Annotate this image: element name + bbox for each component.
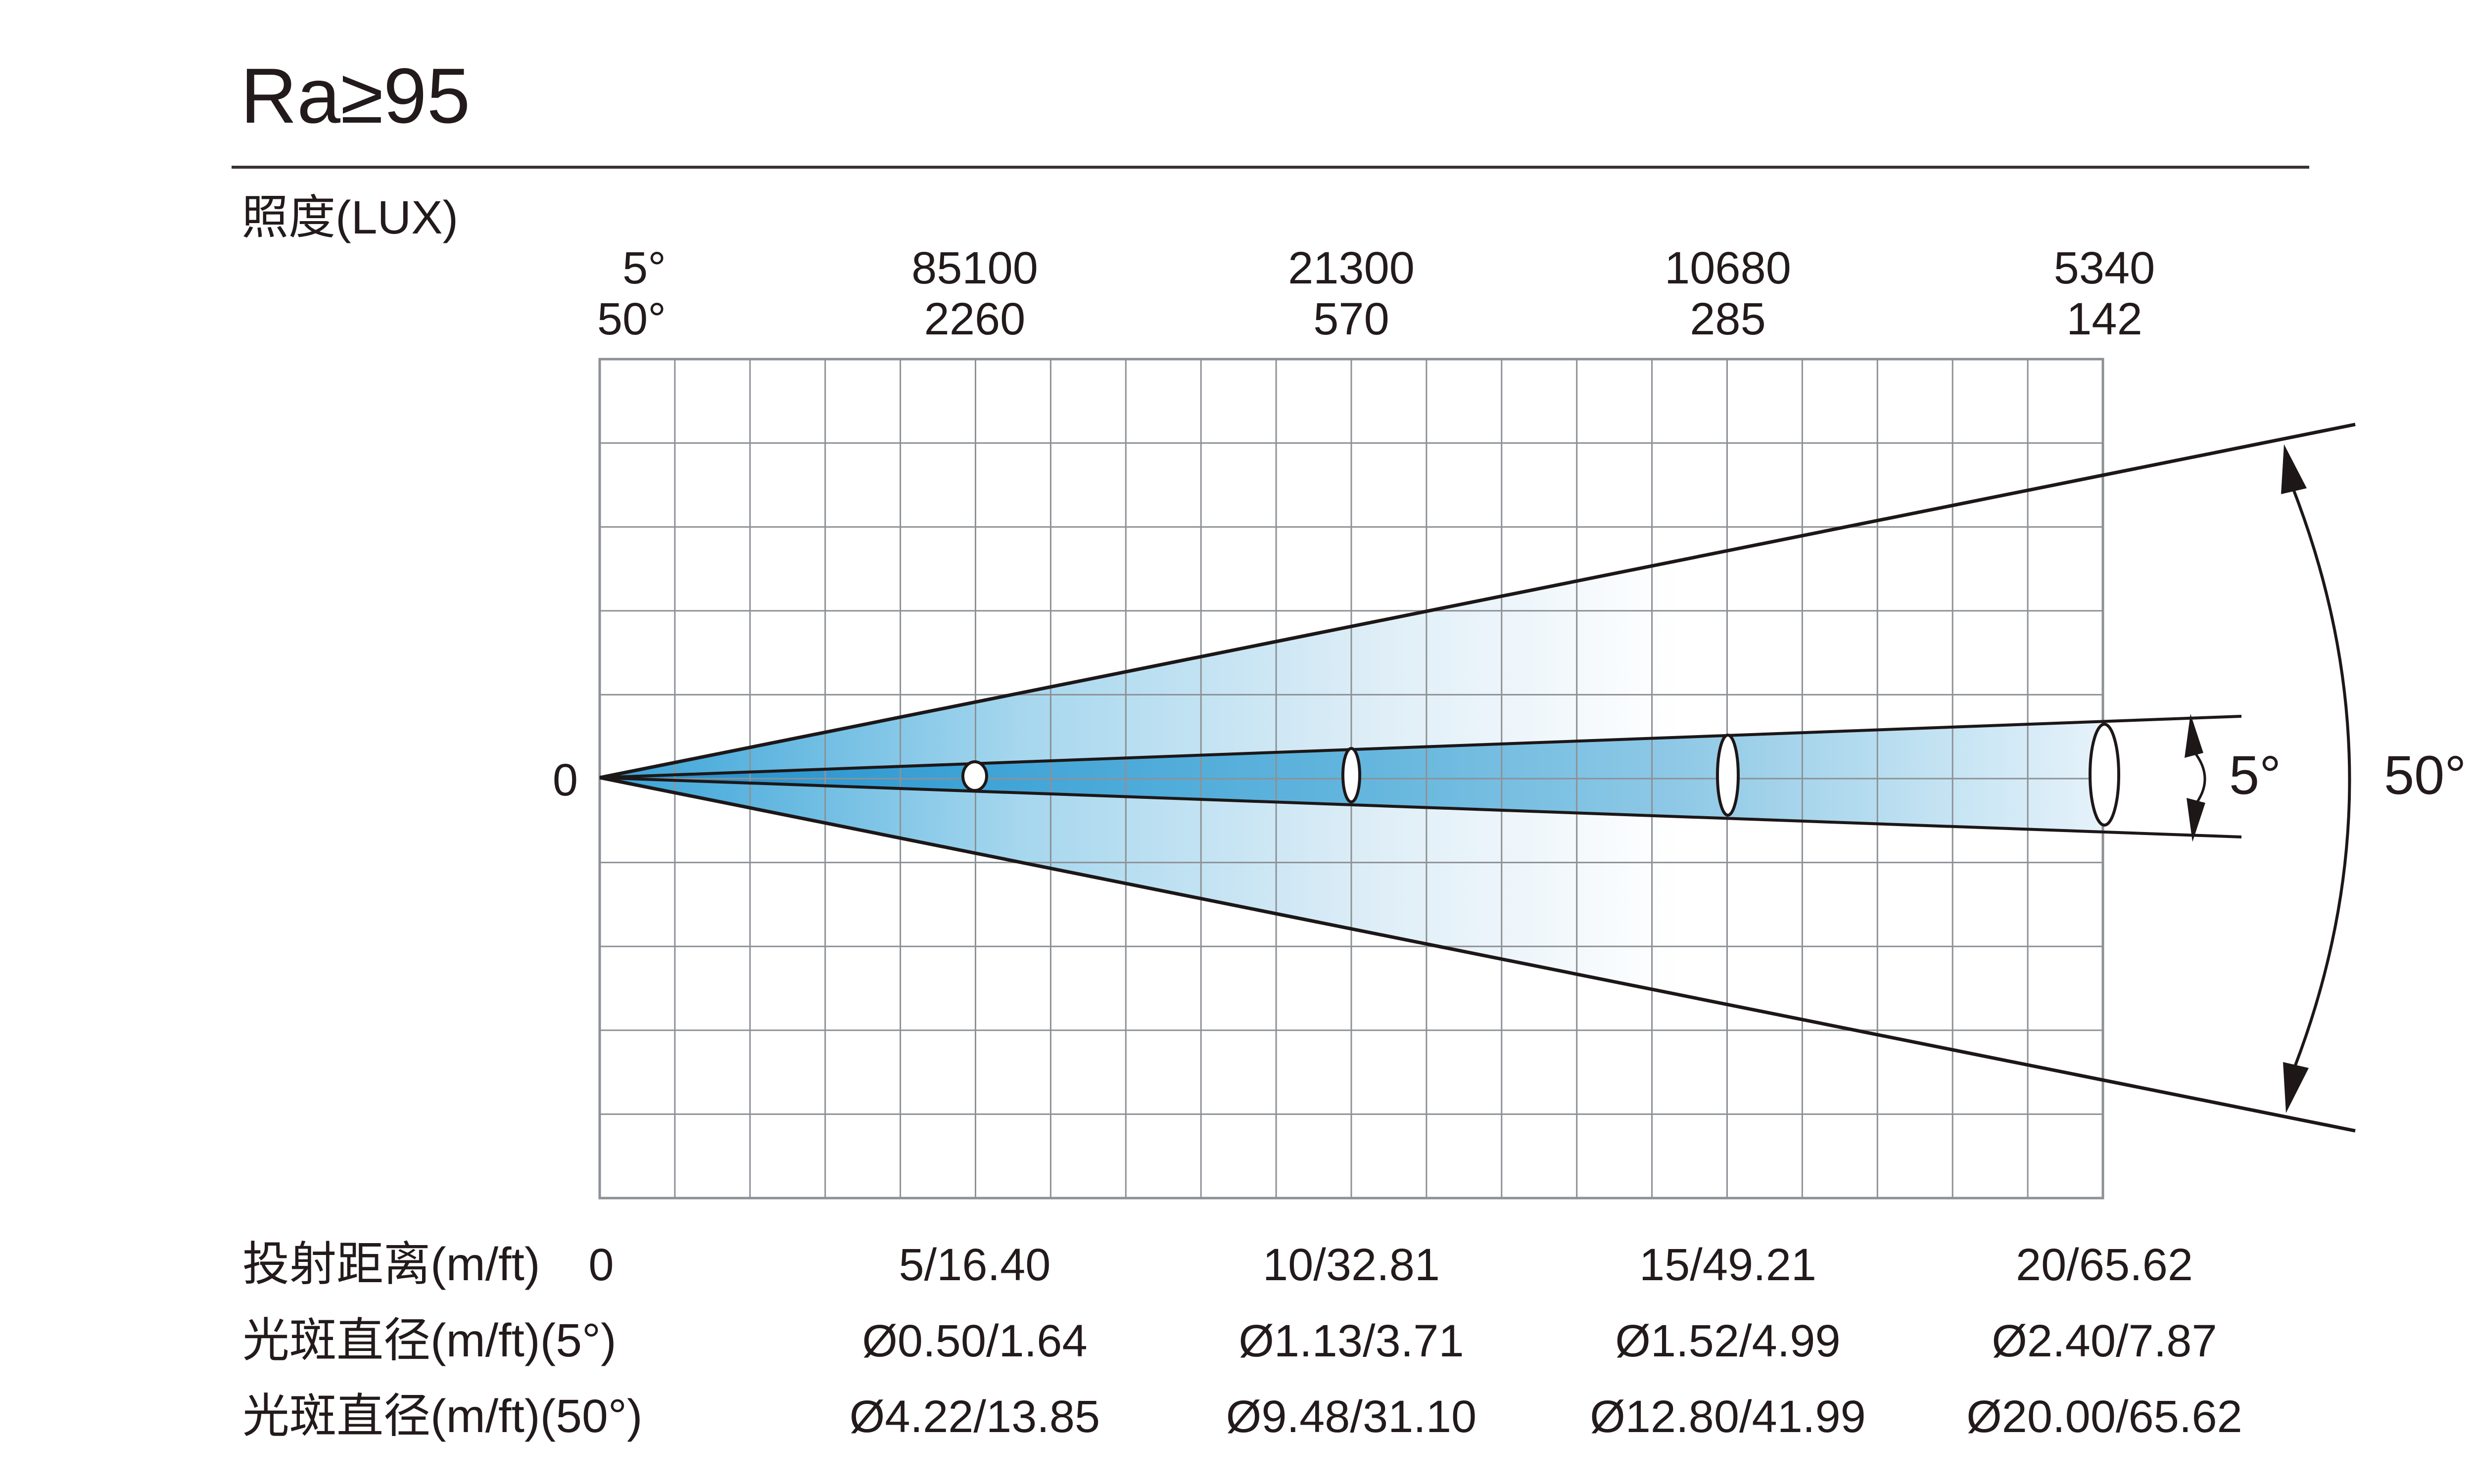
- distance-20: 20/65.62: [2016, 1240, 2193, 1290]
- spot-ellipses: [961, 723, 2120, 827]
- lux-50deg-5m: 2260: [924, 294, 1026, 344]
- spot-50deg-10m: Ø9.48/31.10: [1226, 1391, 1476, 1442]
- lux-50deg-15m: 285: [1690, 294, 1766, 344]
- wide-angle-arrow-up-icon: [2281, 444, 2307, 494]
- narrow-beam-lower-edge: [599, 776, 2242, 838]
- lux-5deg-5m: 85100: [911, 243, 1038, 293]
- narrow-angle-label: 5°: [2229, 745, 2281, 806]
- spot-5deg-10m: Ø1.13/3.71: [1238, 1316, 1464, 1366]
- wide-angle-arc: [2292, 490, 2351, 1067]
- origin-label: 0: [553, 755, 578, 805]
- narrow-angle-arrow-up-icon: [2185, 714, 2203, 758]
- narrow-angle-arrow-down-icon: [2187, 798, 2205, 842]
- spot-5deg-15m: Ø1.52/4.99: [1615, 1316, 1840, 1366]
- spot-diameter-5deg-row-label: 光斑直径(m/ft)(5°): [242, 1314, 617, 1367]
- illuminance-section-label: 照度(LUX): [241, 191, 458, 244]
- spot-ellipse-20m: [2089, 723, 2120, 827]
- spot-ellipse-10m: [1341, 747, 1361, 803]
- spot-50deg-20m: Ø20.00/65.62: [1966, 1391, 2242, 1442]
- illuminance-header: 5° 50° 85100 21300 10680 5340 2260 570 2…: [597, 243, 2155, 344]
- lux-5deg-15m: 10680: [1665, 243, 1791, 293]
- beam-angle-50-label: 50°: [597, 294, 666, 344]
- spot-ellipse-15m: [1716, 734, 1740, 817]
- narrow-beam-upper-edge: [599, 715, 2242, 779]
- wide-angle-label: 50°: [2384, 745, 2466, 806]
- distance-15: 15/49.21: [1639, 1240, 1816, 1290]
- distance-0: 0: [588, 1240, 614, 1290]
- distance-10: 10/32.81: [1263, 1240, 1440, 1290]
- title-divider: [232, 166, 2309, 169]
- distance-row-label: 投射距离(m/ft): [242, 1238, 540, 1291]
- spot-ellipse-5m: [961, 760, 988, 792]
- beam-angle-5-label: 5°: [622, 243, 666, 293]
- distance-table: 投射距离(m/ft) 0 5/16.40 10/32.81 15/49.21 2…: [242, 1238, 2242, 1442]
- distance-5: 5/16.40: [899, 1240, 1051, 1290]
- lux-50deg-10m: 570: [1313, 294, 1389, 344]
- lux-50deg-20m: 142: [2066, 294, 2142, 344]
- spot-5deg-20m: Ø2.40/7.87: [1992, 1316, 2217, 1366]
- beam-outlines: [599, 422, 2356, 1133]
- page-title: Ra≥95: [240, 52, 470, 139]
- spot-50deg-15m: Ø12.80/41.99: [1590, 1391, 1866, 1442]
- lux-5deg-20m: 5340: [2054, 243, 2155, 293]
- spot-diameter-50deg-row-label: 光斑直径(m/ft)(50°): [242, 1390, 643, 1442]
- narrow-angle-arrow-stem: [2194, 752, 2206, 803]
- spot-50deg-5m: Ø4.22/13.85: [850, 1391, 1100, 1442]
- angle-annotations: 5° 50°: [2185, 444, 2466, 1113]
- wide-beam-lower-edge: [599, 776, 2356, 1133]
- lux-5deg-10m: 21300: [1288, 243, 1415, 293]
- wide-beam-upper-edge: [599, 422, 2356, 780]
- wide-angle-arrow-down-icon: [2283, 1062, 2309, 1113]
- spot-5deg-5m: Ø0.50/1.64: [862, 1316, 1087, 1366]
